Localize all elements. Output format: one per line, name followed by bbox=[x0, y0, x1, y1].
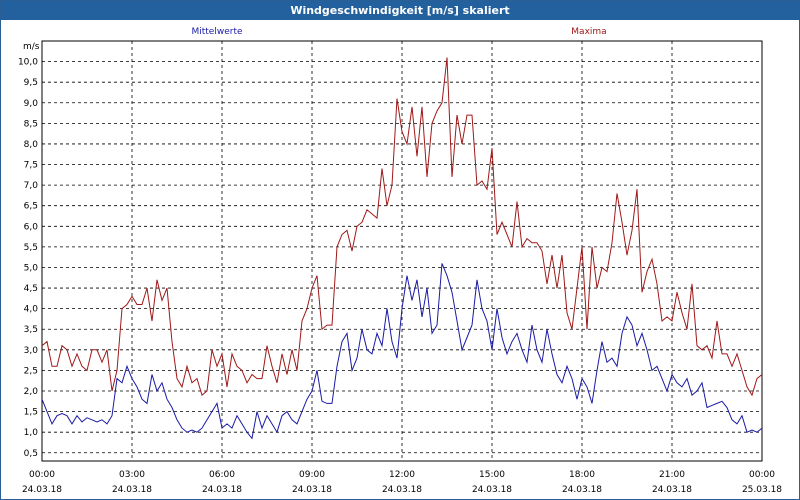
x-tick-date-label: 25.03.18 bbox=[742, 485, 782, 495]
y-tick-label: 4,5 bbox=[24, 284, 38, 294]
x-tick-time-label: 15:00 bbox=[479, 470, 505, 480]
y-tick-label: 3,0 bbox=[24, 346, 39, 356]
legend-mittelwerte: Mittelwerte bbox=[191, 27, 242, 37]
y-tick-label: 2,5 bbox=[24, 366, 38, 376]
y-tick-label: 1,0 bbox=[24, 428, 39, 438]
x-tick-date-label: 24.03.18 bbox=[382, 485, 422, 495]
y-tick-label: 2,0 bbox=[24, 387, 39, 397]
x-tick-date-label: 24.03.18 bbox=[292, 485, 332, 495]
x-tick-date-label: 24.03.18 bbox=[22, 485, 62, 495]
y-tick-label: 1,5 bbox=[24, 408, 38, 418]
y-tick-label: 3,5 bbox=[24, 325, 38, 335]
x-tick-time-label: 09:00 bbox=[299, 470, 325, 480]
plot-area-border bbox=[41, 40, 763, 462]
x-tick-date-label: 24.03.18 bbox=[472, 485, 512, 495]
window-title: Windgeschwindigkeit [m/s] skaliert bbox=[1, 1, 799, 20]
series-line-mittelwerte bbox=[41, 263, 763, 440]
x-tick-time-label: 18:00 bbox=[569, 470, 595, 480]
y-tick-label: 5,0 bbox=[24, 263, 39, 273]
y-tick-label: 6,5 bbox=[24, 202, 38, 212]
x-tick-date-label: 24.03.18 bbox=[202, 485, 242, 495]
y-tick-label: 0,5 bbox=[24, 449, 38, 459]
x-tick-time-label: 00:00 bbox=[749, 470, 775, 480]
y-tick-label: 10,0 bbox=[18, 58, 38, 68]
legend-maxima: Maxima bbox=[571, 27, 606, 37]
y-tick-label: 4,0 bbox=[24, 305, 39, 315]
y-tick-label: 8,0 bbox=[24, 140, 39, 150]
x-tick-time-label: 12:00 bbox=[389, 470, 415, 480]
x-tick-time-label: 00:00 bbox=[29, 470, 55, 480]
x-tick-date-label: 24.03.18 bbox=[112, 485, 152, 495]
y-tick-label: 6,0 bbox=[24, 222, 39, 232]
x-tick-time-label: 03:00 bbox=[119, 470, 145, 480]
y-tick-label: 7,0 bbox=[24, 181, 39, 191]
x-tick-time-label: 06:00 bbox=[209, 470, 235, 480]
x-tick-date-label: 24.03.18 bbox=[652, 485, 692, 495]
y-tick-label: 5,5 bbox=[24, 243, 38, 253]
y-tick-label: 8,5 bbox=[24, 119, 38, 129]
x-tick-date-label: 24.03.18 bbox=[562, 485, 602, 495]
y-tick-label: 9,5 bbox=[24, 78, 38, 88]
y-axis-unit-label: m/s bbox=[23, 42, 40, 52]
y-tick-label: 9,0 bbox=[24, 99, 39, 109]
x-tick-time-label: 21:00 bbox=[659, 470, 685, 480]
y-tick-label: 7,5 bbox=[24, 161, 38, 171]
grid bbox=[42, 41, 762, 461]
series-line-maxima bbox=[41, 57, 763, 397]
